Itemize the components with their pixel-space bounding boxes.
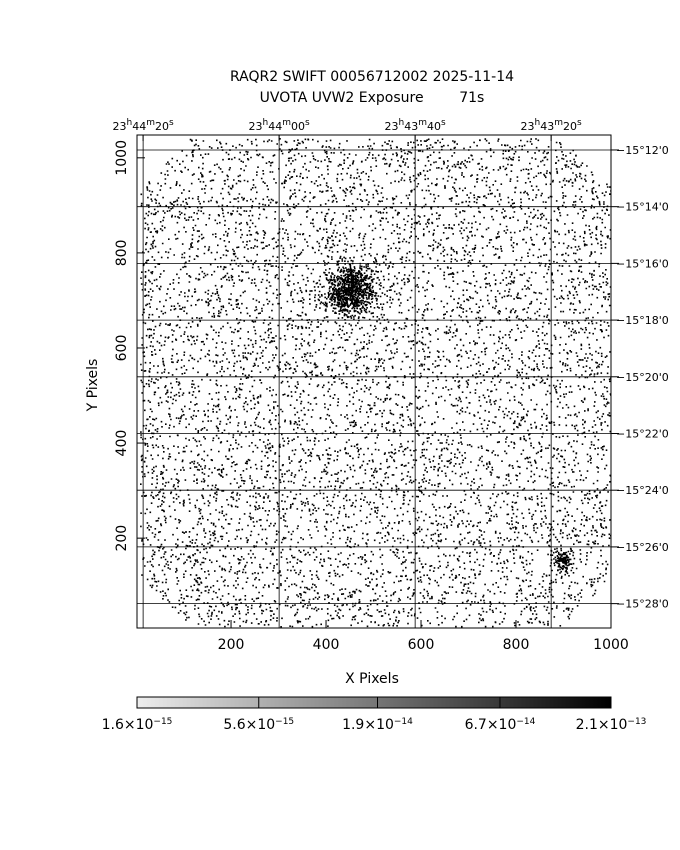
x-axis-label: X Pixels [345, 671, 399, 687]
title-line: UVOTA UVW2 Exposure 71s [260, 90, 485, 106]
title-line: RAQR2 SWIFT 00056712002 2025-11-14 [230, 69, 514, 85]
sky-image [140, 138, 611, 628]
x-tick-label: 600 [408, 637, 435, 653]
y2-tick-label: −15°18'0 [616, 314, 669, 327]
x-tick-label: 800 [503, 637, 530, 653]
y2-tick-label: −15°20'0 [616, 371, 669, 384]
y2-tick-label: −15°26'0 [616, 541, 669, 554]
y-tick-label: 1000 [114, 140, 130, 176]
colorbar-tick-label: 1.6×10−15 [102, 717, 173, 733]
x2-tick-label: 23h44m20s [113, 118, 175, 133]
x-tick-label: 400 [313, 637, 340, 653]
x-tick-label: 1000 [593, 637, 629, 653]
y-tick-label: 200 [114, 525, 130, 552]
colorbar-tick-label: 6.7×10−14 [465, 717, 536, 733]
colorbar-tick-label: 1.9×10−14 [342, 717, 413, 733]
x-tick-label: 200 [218, 637, 245, 653]
colorbar-tick-label: 2.1×10−13 [576, 717, 647, 733]
x2-tick-label: 23h44m00s [249, 118, 311, 133]
x2-tick-label: 23h43m20s [521, 118, 583, 133]
y-axis-label: Y Pixels [85, 359, 101, 413]
y2-tick-label: −15°24'0 [616, 484, 669, 497]
y2-tick-label: −15°12'0 [616, 144, 669, 157]
y-tick-label: 400 [114, 430, 130, 457]
y2-tick-label: −15°14'0 [616, 201, 669, 214]
colorbar [136, 696, 612, 709]
y-tick-label: 800 [114, 240, 130, 267]
colorbar-tick-label: 5.6×10−15 [223, 717, 294, 733]
y-tick-label: 600 [114, 335, 130, 362]
plot-frame [136, 134, 612, 629]
y2-tick-label: −15°22'0 [616, 428, 669, 441]
y2-tick-label: −15°28'0 [616, 598, 669, 611]
x2-tick-label: 23h43m40s [385, 118, 447, 133]
y2-tick-label: −15°16'0 [616, 257, 669, 270]
